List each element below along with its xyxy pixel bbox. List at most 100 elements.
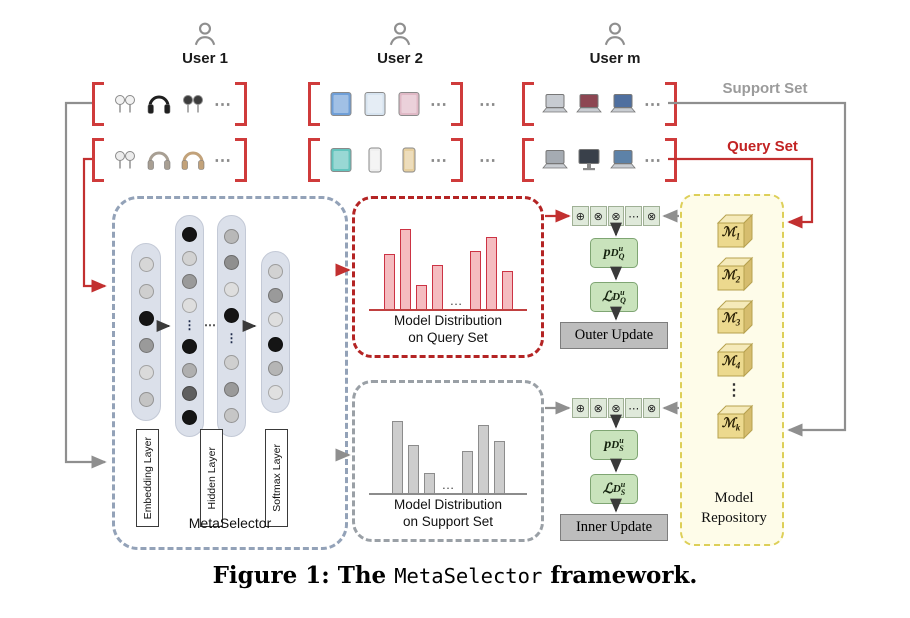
- bar-group-ellipsis: …: [449, 293, 463, 308]
- model-cube: ℳ2: [712, 254, 756, 294]
- neuron-node: [224, 281, 239, 297]
- query-set-label: Query Set: [727, 138, 798, 155]
- product-icon-earbuds: [110, 145, 140, 175]
- bracket-right-icon: [451, 138, 463, 182]
- user2-person-icon: [386, 20, 414, 53]
- distribution-bar: [383, 254, 395, 309]
- caption-framework-name: MetaSelector: [394, 564, 543, 588]
- model-cube-label: ℳ2: [721, 267, 741, 285]
- product-icon-headphones: [144, 145, 174, 175]
- ellipsis: ⋯: [644, 150, 661, 170]
- model-cube: ℳ3: [712, 297, 756, 337]
- embedding-layer-nodes: [131, 243, 161, 421]
- neuron-node: [182, 339, 197, 355]
- product-icon-phone: [394, 145, 424, 175]
- neuron-node: [224, 408, 239, 424]
- metaselector-panel: ⋮ ⋯ ⋮ Embedding Layer Hidden Layer Softm…: [112, 196, 348, 550]
- hidden-layer-label-box: Hidden Layer: [200, 429, 223, 527]
- product-icon-headphones: [144, 89, 174, 119]
- outer-update-box: Outer Update: [560, 322, 668, 349]
- support-distribution-panel: … Model Distribution on Support Set: [352, 380, 544, 542]
- product-icon-tablet: [394, 89, 424, 119]
- operator-cell: ⊕: [572, 206, 589, 226]
- operator-cell: ⊗: [643, 206, 660, 226]
- product-icon-phone: [360, 145, 390, 175]
- operator-cell: ⊗: [607, 206, 625, 226]
- bracket-right-icon: [235, 138, 247, 182]
- user1-person-icon: [191, 20, 219, 53]
- query-group-user1: ⋯: [92, 138, 247, 182]
- product-icon-monitor: [574, 145, 604, 175]
- neuron-node: [182, 362, 197, 378]
- model-cube: ℳ4: [712, 340, 756, 380]
- operator-cell: ⋯: [625, 206, 643, 226]
- label-line1: Model Distribution: [393, 496, 503, 512]
- distribution-bar: [461, 451, 473, 493]
- support-aggregation-ops: ⊕ ⊗ ⊗ ⋯ ⊗: [572, 398, 660, 418]
- distribution-bar: [501, 271, 513, 309]
- product-icon-laptop: [608, 145, 638, 175]
- operator-cell: ⊗: [589, 398, 607, 418]
- softmax-layer-label-box: Softmax Layer: [265, 429, 288, 527]
- repo-label-line2: Repository: [701, 510, 767, 527]
- hidden-layer-ellipsis: ⋯: [204, 318, 216, 332]
- operator-cell: ⊕: [572, 398, 589, 418]
- neuron-node: [182, 297, 197, 313]
- bracket-left-icon: [522, 138, 534, 182]
- bracket-right-icon: [665, 82, 677, 126]
- query-items-userm: [538, 145, 640, 175]
- figure-caption: Figure 1: The MetaSelector framework.: [0, 562, 910, 589]
- repo-label-line1: Model: [714, 490, 754, 506]
- query-aggregation-ops: ⊕ ⊗ ⊗ ⋯ ⊗: [572, 206, 660, 226]
- bracket-right-icon: [235, 82, 247, 126]
- metaselector-title: MetaSelector: [188, 515, 272, 531]
- model-repository-label: Model Repository: [682, 488, 786, 529]
- bracket-left-icon: [522, 82, 534, 126]
- distribution-bar: [431, 265, 443, 309]
- user1-label: User 1: [182, 50, 228, 67]
- distribution-bar: [477, 425, 489, 493]
- ellipsis: ⋯: [644, 94, 661, 114]
- product-icon-tablet: [360, 89, 390, 119]
- model-cubes: ℳ1 ℳ2 ℳ3 ℳ4 ⋮ ℳk: [682, 208, 786, 445]
- support-items-user1: [108, 89, 210, 119]
- userm-label: User m: [589, 50, 641, 67]
- bracket-left-icon: [308, 138, 320, 182]
- model-cube-label: ℳ4: [721, 353, 741, 371]
- support-group-userm: ⋯: [522, 82, 677, 126]
- model-cube-label: ℳ1: [721, 224, 741, 242]
- neuron-node: [138, 338, 154, 353]
- inner-update-box: Inner Update: [560, 514, 668, 541]
- ellipsis: ⋯: [214, 150, 231, 170]
- operator-cell: ⊗: [643, 398, 660, 418]
- neuron-node: [138, 311, 154, 326]
- neuron-node: [224, 228, 239, 244]
- neuron-node: [268, 263, 283, 279]
- product-icon-headphones: [178, 145, 208, 175]
- model-cube: ℳ1: [712, 211, 756, 251]
- product-icon-earbuds: [110, 89, 140, 119]
- hidden-layer-label: Hidden Layer: [205, 446, 218, 510]
- model-cube: ℳk: [712, 402, 756, 442]
- softmax-layer-label: Softmax Layer: [270, 444, 283, 512]
- model-repository-panel: ℳ1 ℳ2 ℳ3 ℳ4 ⋮ ℳk Model Repository: [680, 194, 784, 546]
- neuron-node: [268, 336, 283, 352]
- neuron-node: [138, 365, 154, 380]
- caption-prefix: Figure 1: The: [212, 562, 395, 589]
- label-line2: on Query Set: [408, 330, 488, 346]
- query-distribution-panel: … Model Distribution on Query Set: [352, 196, 544, 358]
- product-icon-laptop: [540, 145, 570, 175]
- neuron-node: [182, 227, 197, 243]
- bracket-right-icon: [451, 82, 463, 126]
- neuron-node: [268, 287, 283, 303]
- operator-cell: ⊗: [589, 206, 607, 226]
- bracket-right-icon: [665, 138, 677, 182]
- product-icon-tablet: [326, 89, 356, 119]
- product-icon-tablet: [326, 145, 356, 175]
- distribution-bar: [415, 285, 427, 309]
- ellipsis: ⋯: [430, 94, 447, 114]
